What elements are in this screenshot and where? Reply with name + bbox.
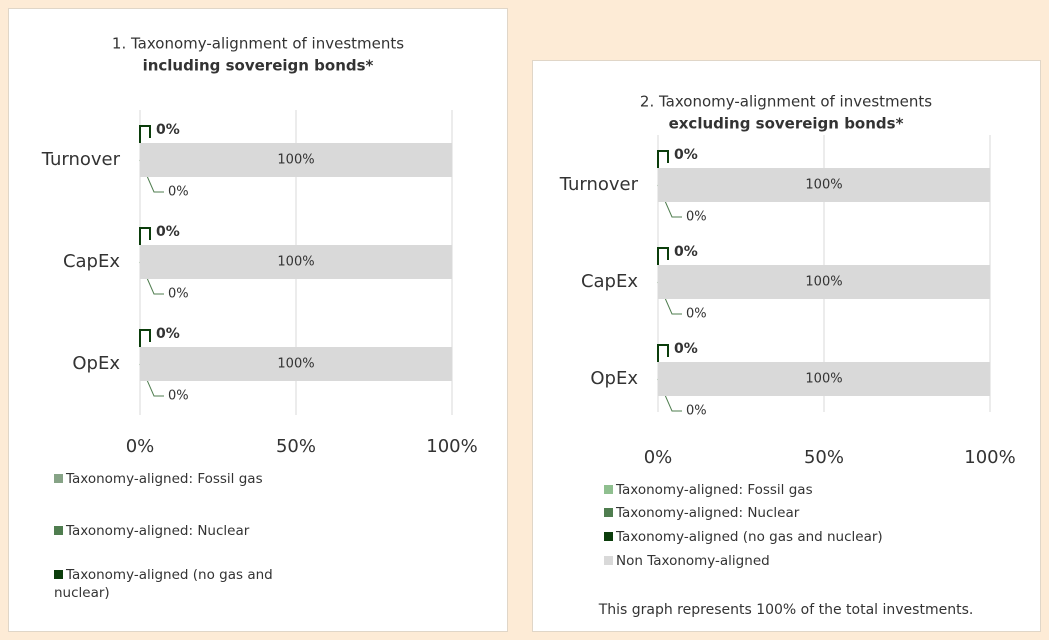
leader-line <box>657 150 669 168</box>
leader-line <box>657 344 669 362</box>
legend-swatch <box>604 485 613 494</box>
legend-swatch <box>604 556 613 565</box>
bar <box>658 168 990 202</box>
bar <box>140 245 452 279</box>
panel <box>532 60 1041 632</box>
bar <box>140 347 452 381</box>
chart-title: 1. Taxonomy-alignment of investments <box>112 35 404 53</box>
legend-entry: Taxonomy-aligned (no gas and nuclear) <box>54 566 324 602</box>
bar <box>658 265 990 299</box>
data-label: 0% <box>168 185 189 200</box>
x-tick-label: 0% <box>126 436 155 457</box>
data-label: 0% <box>686 404 707 419</box>
legend-label: Taxonomy-aligned: Nuclear <box>616 505 800 521</box>
y-tick-label: CapEx <box>63 251 120 272</box>
legend-entry: Taxonomy-aligned (no gas and nuclear) <box>604 528 964 546</box>
legend-entry: Non Taxonomy-aligned <box>604 552 964 570</box>
data-label: 0% <box>156 122 180 138</box>
data-label: 0% <box>686 307 707 322</box>
panel <box>8 8 508 632</box>
data-label: 0% <box>168 287 189 302</box>
legend-swatch <box>54 570 63 579</box>
y-tick-label: Turnover <box>41 149 121 170</box>
x-tick-label: 0% <box>644 447 673 468</box>
legend-entry: Taxonomy-aligned: Nuclear <box>604 504 964 522</box>
y-tick-label: CapEx <box>581 271 638 292</box>
legend-label: Taxonomy-aligned: Nuclear <box>66 523 250 539</box>
data-label: 0% <box>156 224 180 240</box>
data-label: 0% <box>686 210 707 225</box>
data-label: 100% <box>277 357 314 372</box>
bar <box>140 143 452 177</box>
data-label: 100% <box>277 153 314 168</box>
legend-label: Taxonomy-aligned: Fossil gas <box>616 482 813 498</box>
leader-line <box>139 329 151 347</box>
legend-entry: Taxonomy-aligned: Nuclear <box>54 522 324 540</box>
x-tick-label: 100% <box>426 436 477 457</box>
legend-entry: Taxonomy-aligned: Fossil gas <box>54 470 324 488</box>
legend-entry: Taxonomy-aligned: Fossil gas <box>604 481 964 499</box>
y-tick-label: OpEx <box>590 368 638 389</box>
bar <box>658 362 990 396</box>
leader-line <box>657 247 669 265</box>
legend-swatch <box>54 526 63 535</box>
x-tick-label: 50% <box>276 436 316 457</box>
legend-label: Taxonomy-aligned (no gas and nuclear) <box>616 529 883 545</box>
x-tick-label: 50% <box>804 447 844 468</box>
y-tick-label: Turnover <box>559 174 639 195</box>
chart-subtitle: including sovereign bonds* <box>143 57 374 75</box>
legend-swatch <box>54 474 63 483</box>
y-tick-label: OpEx <box>72 353 120 374</box>
legend-label: Taxonomy-aligned (no gas and nuclear) <box>54 567 273 601</box>
legend-label: Non Taxonomy-aligned <box>616 553 770 569</box>
legend-label: Taxonomy-aligned: Fossil gas <box>66 471 263 487</box>
legend-swatch <box>604 508 613 517</box>
data-label: 0% <box>674 244 698 260</box>
leader-line <box>139 227 151 245</box>
leader-line <box>139 125 151 143</box>
legend-swatch <box>604 532 613 541</box>
data-label: 0% <box>674 341 698 357</box>
data-label: 100% <box>805 275 842 290</box>
data-label: 0% <box>168 389 189 404</box>
x-tick-label: 100% <box>964 447 1015 468</box>
chart-title: 2. Taxonomy-alignment of investments <box>640 93 932 111</box>
data-label: 100% <box>805 178 842 193</box>
chart-subtitle: excluding sovereign bonds* <box>669 115 904 133</box>
data-label: 0% <box>156 326 180 342</box>
note: This graph represents 100% of the total … <box>598 602 974 618</box>
data-label: 100% <box>277 255 314 270</box>
data-label: 100% <box>805 372 842 387</box>
data-label: 0% <box>674 147 698 163</box>
